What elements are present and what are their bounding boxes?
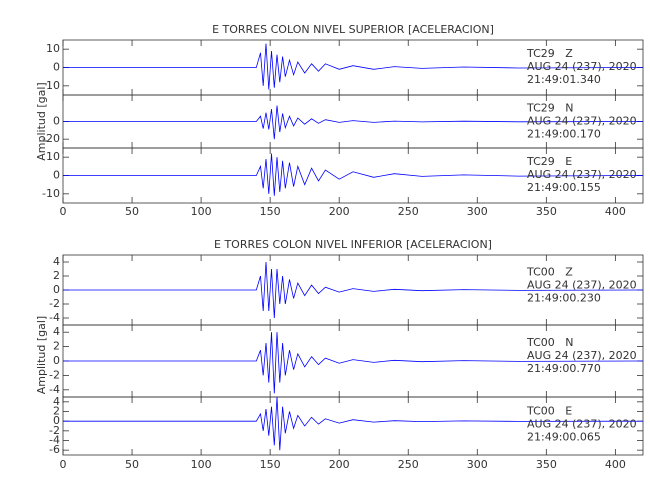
y-tick-label: -6 [49,443,60,456]
date-label: AUG 24 (237), 2020 [527,279,637,292]
y-tick-label: -2 [49,297,60,310]
time-label: 21:49:00.155 [527,181,601,194]
date-label: AUG 24 (237), 2020 [527,418,637,431]
y-tick-label: 2 [53,405,60,418]
time-label: 21:49:00.770 [527,362,601,375]
x-tick-label: 250 [398,458,419,471]
waveform [63,43,644,90]
y-tick-label: 0 [53,115,60,128]
y-tick-label: 10 [46,42,60,55]
x-tick-label: 200 [329,205,350,218]
x-tick-label: 400 [605,458,626,471]
station-label: TC00 E [526,405,572,418]
y-tick-label: 10 [46,150,60,163]
x-tick-label: 350 [536,205,557,218]
waveform [63,396,644,451]
station-label: TC29 N [526,101,573,114]
x-tick-label: 100 [191,458,212,471]
date-label: AUG 24 (237), 2020 [527,168,637,181]
y-tick-label: -20 [42,132,60,145]
y-tick-label: 0 [53,169,60,182]
x-tick-label: 400 [605,205,626,218]
time-label: 21:49:00.230 [527,292,601,305]
y-tick-label: 4 [53,325,60,338]
chart-title: E TORRES COLON NIVEL SUPERIOR [ACELERACI… [212,23,494,36]
y-tick-label: 10 [46,79,60,92]
x-tick-label: 300 [467,205,488,218]
y-tick-label: 0 [53,414,60,427]
subplot-frame [62,396,644,456]
y-axis-label: Amplitud [gal] [35,82,48,160]
y-tick-label: -2 [49,368,60,381]
x-tick-label: 0 [60,458,67,471]
x-tick-label: 150 [260,458,281,471]
date-label: AUG 24 (237), 2020 [527,114,637,127]
y-axis-label: Amplitud [gal] [35,316,48,394]
station-label: TC29 E [526,155,572,168]
x-tick-label: 350 [536,458,557,471]
y-tick-label: 4 [53,395,60,408]
y-tick-label: -2 [49,424,60,437]
time-label: 21:49:00.065 [527,431,601,444]
y-tick-label: 0 [53,283,60,296]
y-tick-label: -4 [49,434,60,447]
date-label: AUG 24 (237), 2020 [527,60,637,73]
x-tick-label: 150 [260,205,281,218]
x-tick-label: 200 [329,458,350,471]
station-label: TC29 Z [526,47,573,60]
chart-title: E TORRES COLON NIVEL INFERIOR [ACELERACI… [214,238,492,251]
y-tick-label: 2 [53,269,60,282]
y-tick-label: 4 [53,255,60,268]
station-label: TC00 Z [526,266,573,279]
waveform [63,105,644,140]
y-tick-label: 0 [53,61,60,74]
x-tick-label: 0 [60,205,67,218]
y-tick-label: -4 [49,383,60,396]
time-label: 21:49:01.340 [527,73,601,86]
x-tick-label: 50 [125,458,139,471]
y-tick-label: -4 [49,311,60,324]
y-tick-label: -10 [42,187,60,200]
station-label: TC00 N [526,336,573,349]
date-label: AUG 24 (237), 2020 [527,349,637,362]
x-tick-label: 50 [125,205,139,218]
waveform [63,332,644,394]
x-tick-label: 300 [467,458,488,471]
x-tick-label: 100 [191,205,212,218]
waveform [63,261,644,319]
time-label: 21:49:00.170 [527,127,601,140]
y-tick-label: 0 [53,354,60,367]
y-tick-label: 2 [53,340,60,353]
waveform [63,153,644,196]
x-tick-label: 250 [398,205,419,218]
